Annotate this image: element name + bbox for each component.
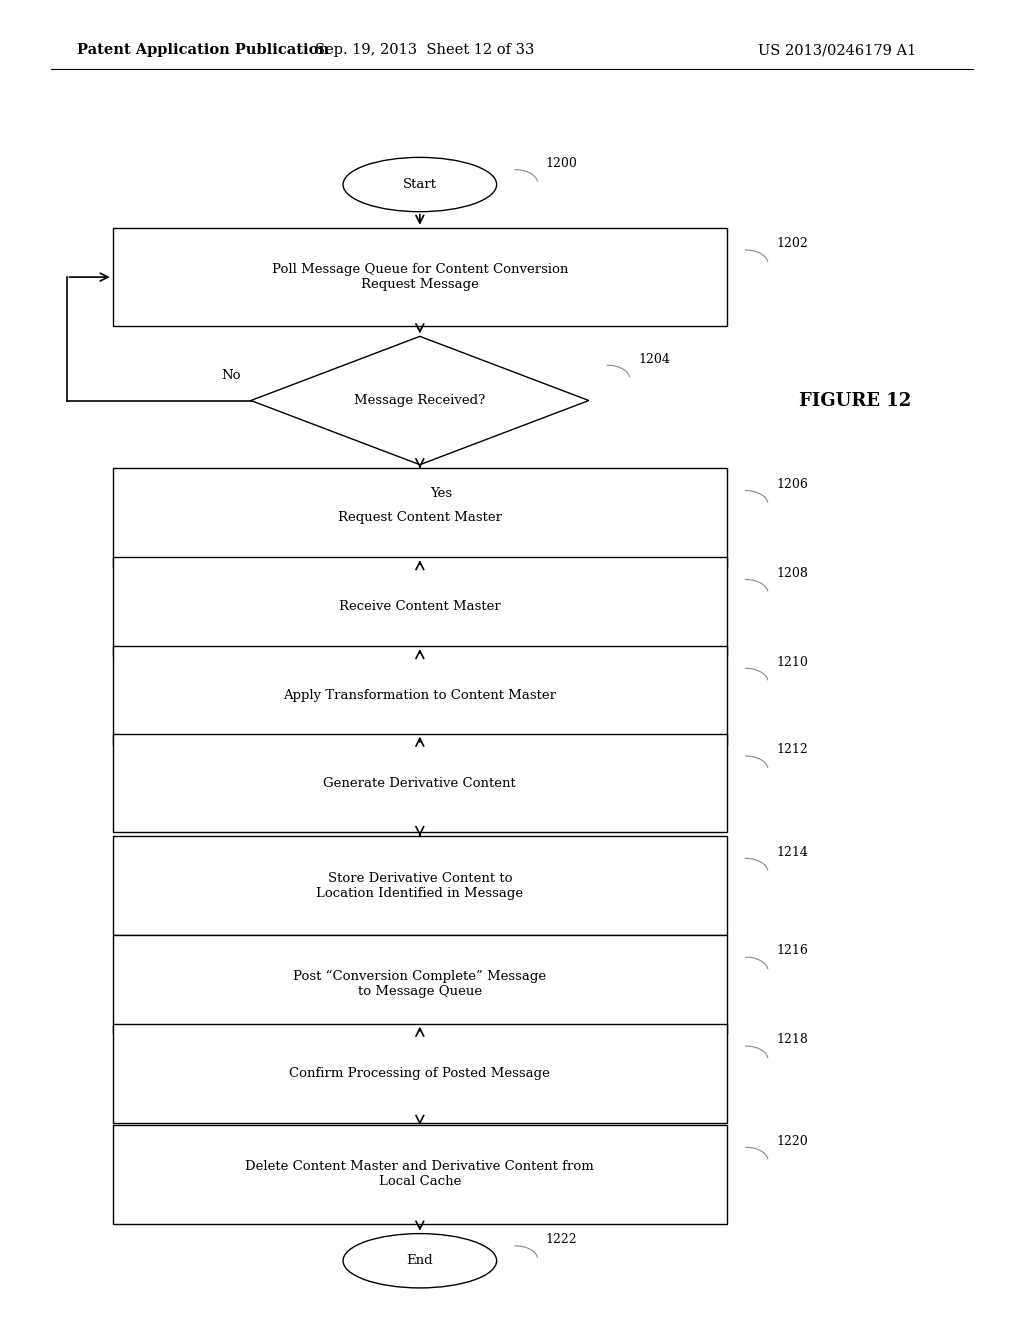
Bar: [113, 734, 727, 833]
Text: 1210: 1210: [776, 656, 808, 669]
Bar: [113, 557, 727, 656]
Text: Post “Conversion Complete” Message
to Message Queue: Post “Conversion Complete” Message to Me…: [293, 970, 547, 998]
Text: FIGURE 12: FIGURE 12: [799, 392, 911, 409]
Text: Delete Content Master and Derivative Content from
Local Cache: Delete Content Master and Derivative Con…: [246, 1160, 594, 1188]
Text: 1216: 1216: [776, 945, 808, 957]
Bar: [113, 935, 727, 1034]
Text: Poll Message Queue for Content Conversion
Request Message: Poll Message Queue for Content Conversio…: [271, 263, 568, 292]
Bar: [113, 228, 727, 326]
Text: 1200: 1200: [546, 157, 578, 170]
Text: US 2013/0246179 A1: US 2013/0246179 A1: [758, 44, 916, 57]
Ellipse shape: [343, 157, 497, 211]
Bar: [113, 469, 727, 568]
Text: End: End: [407, 1254, 433, 1267]
Text: 1222: 1222: [546, 1233, 578, 1246]
Text: Request Content Master: Request Content Master: [338, 511, 502, 524]
Text: Store Derivative Content to
Location Identified in Message: Store Derivative Content to Location Ide…: [316, 871, 523, 899]
Bar: [113, 1125, 727, 1224]
Text: 1220: 1220: [776, 1135, 808, 1147]
Text: 1218: 1218: [776, 1034, 808, 1047]
Text: No: No: [221, 370, 241, 381]
Text: Confirm Processing of Posted Message: Confirm Processing of Posted Message: [290, 1067, 550, 1080]
Text: Sep. 19, 2013  Sheet 12 of 33: Sep. 19, 2013 Sheet 12 of 33: [315, 44, 535, 57]
Text: 1208: 1208: [776, 566, 808, 579]
Bar: [113, 836, 727, 935]
Text: 1206: 1206: [776, 478, 808, 491]
Text: Receive Content Master: Receive Content Master: [339, 601, 501, 612]
Bar: [113, 645, 727, 744]
Text: Patent Application Publication: Patent Application Publication: [77, 44, 329, 57]
Text: Yes: Yes: [430, 487, 453, 500]
Polygon shape: [251, 337, 589, 465]
Text: Apply Transformation to Content Master: Apply Transformation to Content Master: [284, 689, 556, 702]
Text: Start: Start: [402, 178, 437, 191]
Text: Message Received?: Message Received?: [354, 395, 485, 407]
Text: 1212: 1212: [776, 743, 808, 756]
Ellipse shape: [343, 1234, 497, 1288]
Bar: [113, 1024, 727, 1122]
Text: Generate Derivative Content: Generate Derivative Content: [324, 776, 516, 789]
Text: 1214: 1214: [776, 846, 808, 859]
Text: 1202: 1202: [776, 238, 808, 251]
Text: 1204: 1204: [638, 352, 670, 366]
